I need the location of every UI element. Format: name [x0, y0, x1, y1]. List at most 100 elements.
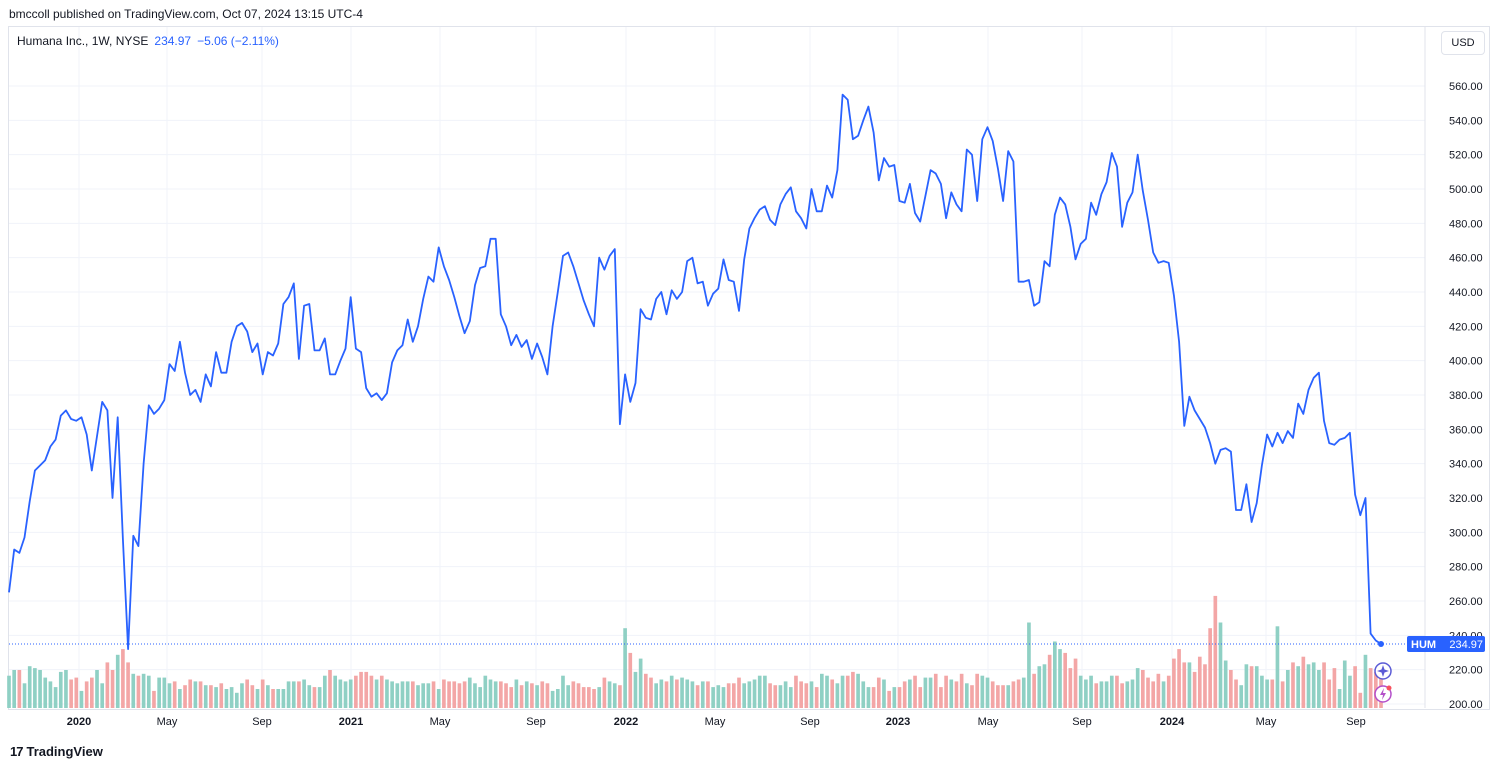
volume-bar [1115, 675, 1119, 708]
volume-bar [1109, 675, 1114, 708]
x-tick-label: 2024 [1160, 716, 1185, 728]
volume-bar [1291, 662, 1295, 708]
volume-bar [1047, 654, 1052, 708]
volume-bar [675, 679, 679, 708]
volume-bar [1125, 681, 1130, 708]
volume-bar [250, 685, 255, 708]
volume-bar [291, 681, 296, 708]
volume-bar [152, 690, 156, 708]
volume-bar [504, 683, 508, 708]
volume-bar [12, 670, 17, 708]
volume-bar [167, 683, 172, 708]
y-tick-label: 280.00 [1449, 562, 1483, 574]
volume-bar [773, 685, 778, 708]
volume-bar [695, 685, 700, 708]
volume-bar [405, 681, 410, 708]
volume-bar [825, 675, 829, 708]
volume-bar [374, 679, 379, 708]
x-tick-label: May [157, 716, 178, 728]
volume-bar [1192, 671, 1197, 708]
volume-bar [462, 681, 467, 708]
volume-bar [1296, 666, 1300, 708]
volume-bar [1027, 622, 1031, 708]
volume-bar [721, 687, 726, 708]
volume-bar [933, 673, 938, 708]
volume-bar [814, 687, 819, 708]
volume-bar [90, 677, 94, 708]
volume-bar [338, 679, 343, 708]
volume-bar [188, 679, 193, 708]
volume-bar [602, 677, 607, 708]
volume-bar [64, 670, 68, 708]
volume-bar [1337, 689, 1342, 708]
y-tick-label: 380.00 [1449, 390, 1483, 402]
volume-bar [871, 687, 876, 708]
volume-bar [178, 689, 182, 708]
volume-bar [488, 679, 493, 708]
volume-bar [22, 683, 27, 708]
volume-bar [996, 685, 1000, 708]
volume-bar [126, 662, 130, 708]
legend-price: 234.97 [154, 34, 192, 48]
volume-bar [48, 681, 53, 708]
volume-bar [1094, 683, 1099, 708]
x-tick-label: 2022 [614, 716, 638, 728]
volume-bar [923, 677, 928, 708]
volume-bar [1058, 649, 1062, 708]
volume-bar [1229, 670, 1233, 708]
volume-bar [545, 683, 550, 708]
volume-bar [706, 681, 710, 708]
volume-bar [835, 683, 840, 708]
volume-bar [436, 689, 441, 708]
volume-bar [876, 677, 881, 708]
last-price-dot [1378, 640, 1384, 647]
symbol-legend: Humana Inc., 1W, NYSE 234.97 −5.06 (−2.11%… [17, 34, 279, 48]
volume-bar [110, 670, 115, 708]
volume-bar [820, 673, 824, 708]
volume-bar [1006, 685, 1011, 708]
price-line [8, 93, 1382, 650]
volume-bar [198, 681, 203, 708]
volume-bar [716, 685, 721, 708]
volume-bar [1151, 681, 1156, 708]
price-badge-bg [1407, 635, 1485, 652]
volume-bar [866, 687, 871, 708]
currency-button[interactable]: USD [1441, 31, 1485, 55]
volume-bar [255, 689, 260, 708]
y-tick-label: 520.00 [1449, 150, 1483, 162]
volume-bar [851, 671, 855, 708]
volume-bar [1021, 677, 1026, 708]
volume-bar [975, 673, 979, 708]
volume-bar [1001, 685, 1005, 708]
sparkle-icon[interactable] [1374, 662, 1392, 680]
tradingview-footer[interactable]: 17 TradingView [10, 744, 103, 759]
volume-bar [913, 675, 917, 708]
volume-bar [514, 679, 519, 708]
volume-bar [379, 675, 384, 708]
volume-bar [1322, 662, 1326, 708]
x-tick-label: Sep [252, 716, 272, 728]
y-tick-label: 400.00 [1449, 356, 1483, 368]
volume-bar [43, 677, 48, 708]
volume-bar [690, 681, 695, 708]
volume-bar [700, 681, 705, 708]
volume-bar [209, 685, 213, 708]
volume-bar [1104, 681, 1109, 708]
volume-bar [752, 679, 757, 708]
volume-bar [219, 683, 224, 708]
volume-bar [845, 675, 850, 708]
volume-bar [964, 683, 969, 708]
volume-bar [902, 681, 907, 708]
volume-bar [1177, 649, 1181, 708]
volume-bar [1089, 675, 1093, 708]
lightning-icon[interactable] [1374, 685, 1392, 703]
volume-bar [1234, 679, 1238, 708]
price-badge[interactable]: HUM 234.97 [1407, 635, 1485, 652]
volume-bar [1078, 675, 1083, 708]
legend-change: −5.06 (−2.11%) [197, 34, 279, 48]
volume-bar [1301, 656, 1306, 708]
volume-bar [1270, 679, 1275, 708]
volume-bar [887, 690, 891, 708]
volume-bar [778, 685, 783, 708]
